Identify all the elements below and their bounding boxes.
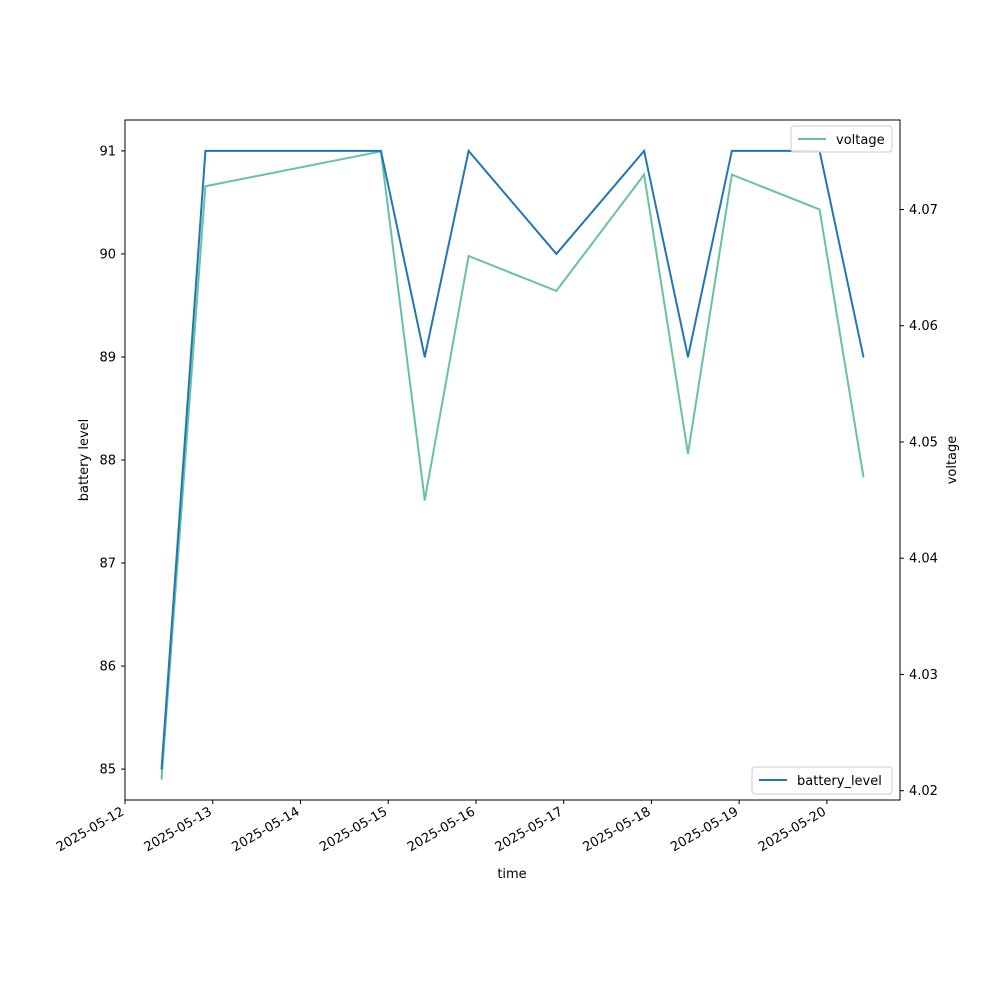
data-point-battery-level <box>380 150 382 152</box>
y-left-tick-label: 88 <box>99 454 116 469</box>
data-point-voltage <box>204 185 207 188</box>
data-point-battery-level <box>423 356 426 358</box>
y-axis-right-label: voltage <box>945 436 960 485</box>
data-point-voltage <box>467 255 470 257</box>
legend-battery-level: battery_level <box>751 766 893 795</box>
series-layer <box>160 148 865 780</box>
legend-voltage-box <box>790 125 893 153</box>
y-right-tick-label: 4.06 <box>909 319 938 334</box>
data-point-voltage <box>731 173 733 176</box>
y-left-tick-label: 85 <box>99 763 116 778</box>
legend-voltage: voltage <box>790 125 893 153</box>
data-point-voltage <box>818 208 821 211</box>
y-left-tick-label: 90 <box>99 247 116 262</box>
y-right-tick-label: 4.02 <box>909 784 938 799</box>
legend-battery-level-label: battery_level <box>797 774 882 789</box>
data-point-battery-level <box>731 150 733 152</box>
plot-frame <box>124 119 901 801</box>
legend-battery-level-box <box>751 766 893 795</box>
legend-voltage-label: voltage <box>836 133 885 148</box>
data-point-voltage <box>687 452 689 455</box>
y-right-tick-label: 4.04 <box>909 552 938 567</box>
y-axis-left-label: battery level <box>77 419 92 502</box>
data-point-voltage <box>160 778 163 780</box>
data-point-battery-level <box>687 356 689 358</box>
data-point-battery-level <box>862 356 865 358</box>
y-left-tick-label: 86 <box>99 660 116 675</box>
y-axis-right-ticks: 4.02 4.03 4.04 4.05 4.06 4.07 <box>900 203 938 799</box>
y-left-tick-label: 91 <box>99 144 116 159</box>
y-right-tick-label: 4.07 <box>909 203 938 218</box>
data-point-voltage <box>643 173 645 176</box>
y-right-tick-label: 4.03 <box>909 668 938 683</box>
y-left-tick-label: 89 <box>99 350 116 365</box>
data-point-battery-level <box>204 150 207 152</box>
data-point-battery-level <box>555 253 558 255</box>
y-left-tick-label: 87 <box>99 557 116 572</box>
data-point-battery-level <box>467 150 470 152</box>
data-point-voltage <box>862 476 865 478</box>
data-point-battery-level <box>643 150 645 152</box>
data-point-battery-level <box>160 768 163 770</box>
data-point-voltage <box>555 290 558 292</box>
y-right-tick-label: 4.05 <box>909 435 938 450</box>
y-axis-left-ticks: 85 86 87 88 89 90 91 <box>99 144 125 778</box>
data-point-voltage <box>423 499 426 501</box>
x-axis-label: time <box>497 867 526 882</box>
